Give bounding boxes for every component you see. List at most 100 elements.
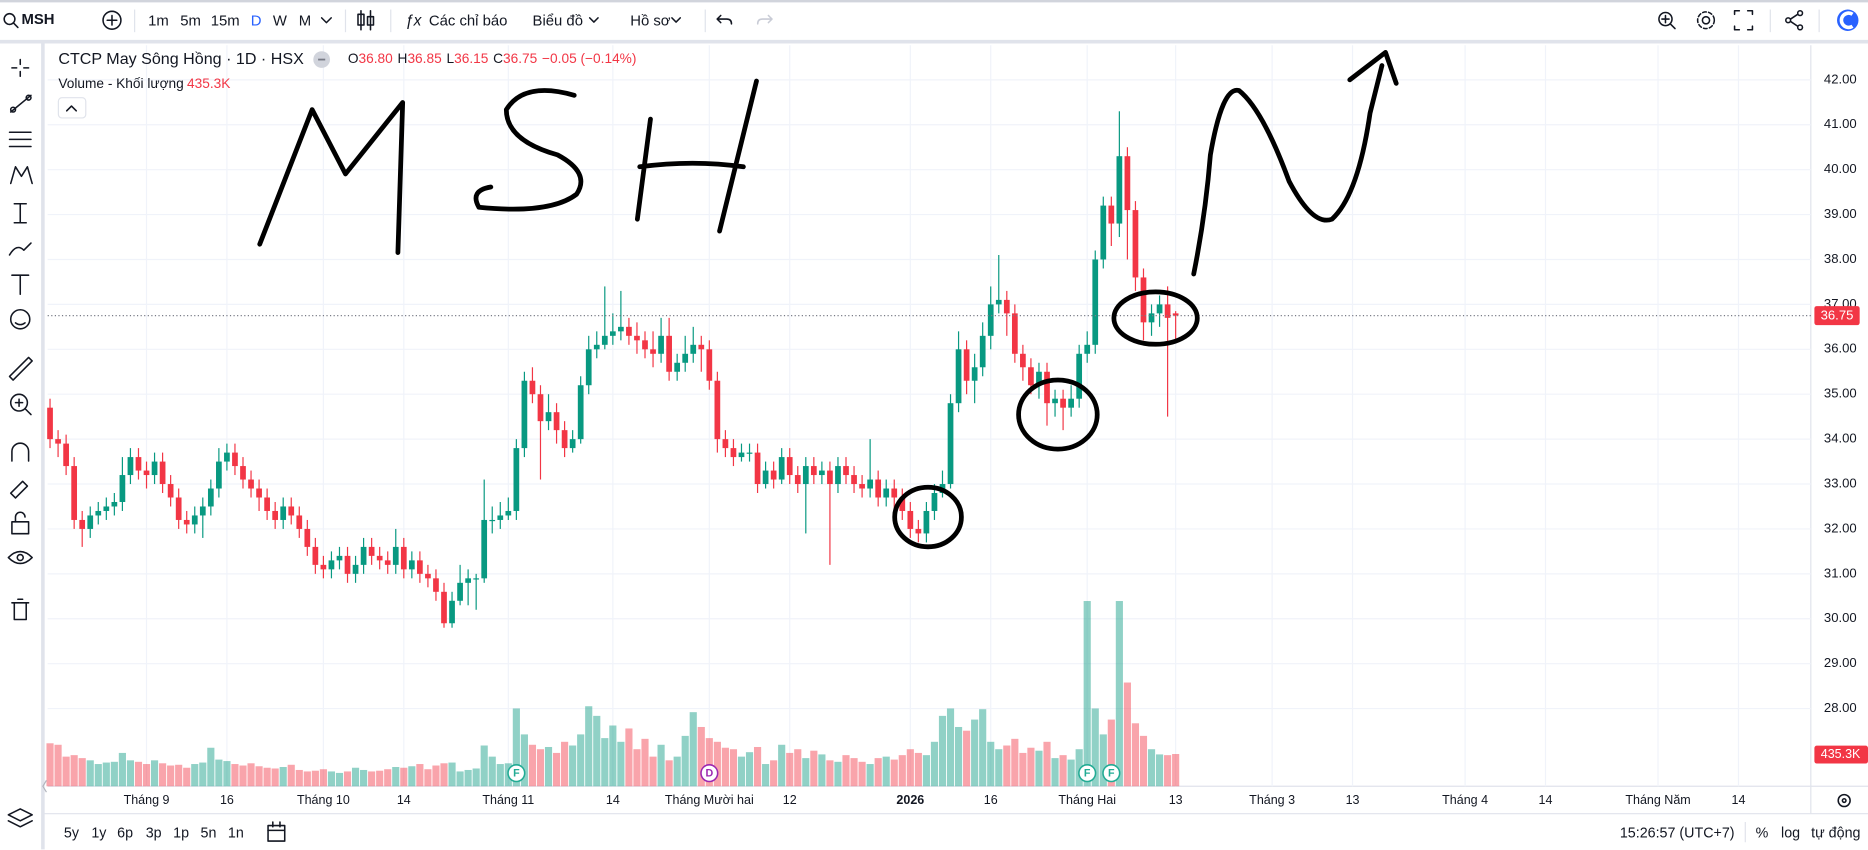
interval-button[interactable]: 15m — [211, 13, 240, 29]
candle — [835, 457, 841, 494]
interval-button[interactable]: W — [273, 13, 287, 29]
y-tick-label: 34.00 — [1824, 431, 1857, 446]
volume-bar — [1019, 752, 1027, 787]
scale-option[interactable]: log — [1781, 826, 1800, 842]
candle-body — [183, 519, 190, 525]
event-marker[interactable] — [1102, 764, 1121, 783]
candle-body — [521, 380, 528, 449]
candle — [1100, 196, 1107, 269]
candle — [1156, 295, 1163, 327]
candle-body — [1140, 277, 1147, 323]
drawing-tools[interactable] — [7, 58, 33, 828]
candle — [561, 421, 568, 458]
candle-body — [296, 515, 303, 529]
volume-bar — [376, 770, 384, 787]
interval-button[interactable]: D — [251, 13, 262, 29]
candle — [1172, 311, 1179, 343]
candle — [1164, 286, 1171, 417]
candle — [802, 457, 809, 534]
fullscreen[interactable] — [1733, 9, 1754, 31]
range-button[interactable]: 5y — [64, 826, 80, 842]
redo[interactable] — [756, 14, 773, 25]
volume-bar — [94, 764, 102, 787]
quick-search[interactable] — [1658, 11, 1676, 30]
chart-type-icon[interactable] — [357, 9, 375, 31]
menu-button[interactable]: Biểu đồ — [533, 13, 583, 29]
volume-bar — [745, 752, 754, 787]
volume-bar — [464, 769, 472, 787]
candle — [352, 555, 359, 583]
range-button[interactable]: 1y — [91, 826, 107, 842]
candle — [521, 371, 528, 458]
interval-button[interactable]: 5m — [180, 13, 201, 29]
menu-button[interactable]: Hồ sơ — [630, 13, 671, 29]
candle-body — [907, 510, 914, 529]
candle-body — [770, 470, 777, 480]
candle — [336, 546, 343, 570]
candle-body — [465, 578, 471, 583]
x-tick-label: 2026 — [896, 793, 924, 807]
volume-bar — [150, 760, 159, 787]
candle-body — [417, 560, 423, 574]
candle-body — [1092, 259, 1099, 345]
last-volume-badge — [1814, 745, 1868, 764]
range-button[interactable]: 3p — [146, 826, 162, 842]
candle-body — [143, 470, 150, 476]
range-button[interactable]: 1n — [228, 826, 244, 842]
interval-button[interactable]: 1m — [148, 13, 169, 29]
settings[interactable] — [1696, 11, 1716, 30]
range-button[interactable]: 1p — [173, 826, 189, 842]
menu-dropdown[interactable] — [588, 17, 599, 23]
volume-bar — [713, 741, 721, 787]
volume-bar — [914, 752, 922, 787]
menu-dropdown[interactable] — [671, 17, 682, 23]
undo[interactable] — [716, 14, 733, 25]
search-icon[interactable] — [3, 12, 19, 29]
candle — [216, 448, 222, 498]
collapse-button[interactable] — [57, 97, 87, 119]
interval-button[interactable]: M — [299, 13, 311, 29]
date-range-icon[interactable] — [267, 821, 286, 842]
volume-bar — [1123, 682, 1131, 787]
compare-button[interactable] — [102, 10, 122, 30]
volume-bar — [721, 747, 729, 787]
range-button[interactable]: 5n — [201, 826, 217, 842]
menu-button[interactable]: Các chỉ báo — [429, 13, 508, 29]
volume-bar — [1107, 719, 1115, 787]
candle-body — [240, 466, 246, 480]
candle — [167, 475, 174, 507]
share[interactable] — [1785, 9, 1804, 31]
volume-bar — [1059, 755, 1067, 787]
event-marker[interactable] — [1078, 764, 1097, 783]
scale-option[interactable]: % — [1756, 826, 1769, 842]
interval-dropdown[interactable] — [320, 17, 332, 24]
event-marker[interactable] — [700, 764, 719, 783]
axis-settings[interactable] — [1837, 793, 1851, 808]
candle — [111, 493, 118, 516]
candle — [569, 430, 576, 453]
symbol[interactable]: MSH — [21, 12, 54, 28]
candle — [875, 470, 882, 507]
volume-bar — [215, 759, 223, 787]
y-tick-label: 38.00 — [1824, 251, 1857, 266]
event-label: F — [513, 768, 520, 780]
scroll-left[interactable] — [42, 780, 47, 793]
scale-option[interactable]: tự động — [1811, 826, 1860, 842]
candle-body — [955, 349, 962, 404]
volume-bar — [954, 726, 963, 787]
candle-body — [79, 519, 86, 529]
candle — [449, 591, 455, 628]
volume-bar — [898, 755, 906, 787]
candle — [1116, 111, 1123, 238]
candle-body — [794, 475, 801, 485]
volume-bar — [408, 766, 416, 787]
range-button[interactable]: 6p — [117, 826, 133, 842]
volume-bar — [1099, 734, 1107, 787]
event-marker[interactable] — [507, 764, 526, 783]
candle — [851, 466, 857, 494]
clock: 15:26:57 (UTC+7) — [1620, 826, 1735, 842]
candle — [119, 457, 126, 511]
candle — [95, 501, 102, 525]
indicator-icon[interactable]: ƒx — [405, 13, 423, 30]
